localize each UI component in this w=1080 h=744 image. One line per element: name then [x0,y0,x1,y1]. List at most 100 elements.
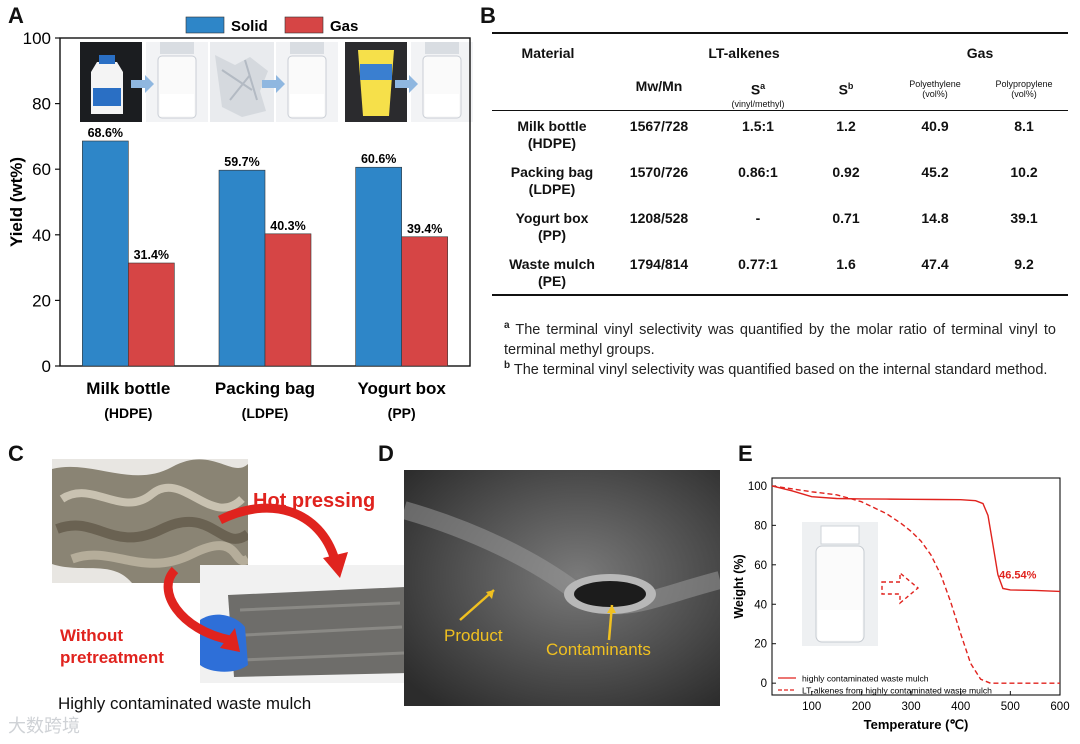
header-sa-sub: (vinyl/methyl) [731,98,785,109]
cycle-arrows [163,503,348,652]
header-sa-letter: S [750,81,761,98]
caption-waste-mulch: Highly contaminated waste mulch [58,694,312,713]
row-pe: 40.9 [921,118,949,134]
header-polypropylene-unit: (vol%) [1011,89,1037,99]
header-sa: Sa (vinyl/methyl) [708,78,808,109]
photo-product-contaminants [404,470,720,706]
legend-label: LT-alkenes from highly contaminated wast… [802,686,992,696]
y-tick-label: 0 [42,357,51,376]
row-type: (PE) [538,273,566,289]
bar-chart-yield: 0 20 40 60 80 100 Yield (wt%) 68.6% 31.4% Milk b… [7,16,473,421]
header-polyethylene: Polyethylene (vol%) [890,79,980,99]
label-hot-pressing: Hot pressing [253,490,376,512]
x-category-sub: (LDPE) [242,405,289,421]
row-type: (PP) [538,227,566,243]
y-tick-label: 20 [32,291,51,310]
bar-solid [355,166,402,367]
y-tick-label: 80 [754,520,767,532]
x-tick-label: 200 [852,701,871,713]
photo-waste-mulch [52,459,248,583]
row-sa: 1.5:1 [742,118,774,134]
bar-value-label: 40.3% [270,219,305,233]
x-tick-label: 500 [1001,701,1020,713]
arrow-head-2 [220,628,240,652]
panel-label-b: B [480,3,496,28]
bar-solid [82,140,129,367]
bar-gas [128,262,175,367]
header-sb-letter: S [838,81,848,98]
x-axis-title: Temperature (℃) [864,717,969,732]
row-sa: 0.77:1 [738,256,778,272]
row-sa: - [755,210,761,226]
bar-value-label: 68.6% [88,126,123,140]
panel-label-a: A [8,3,24,28]
header-lt-alkenes: LT-alkenes [708,45,780,61]
tga-line-chart: 100 200 300 400 500 600 0 20 40 60 80 100 Temperatur… [732,477,1070,732]
film-sheet [200,587,408,677]
label-contaminants: Contaminants [546,640,651,659]
row-pp: 10.2 [1010,164,1038,180]
arrow-head-1 [323,552,348,578]
label-without-line2: pretreatment [60,648,164,667]
row-material: Waste mulch [509,256,595,272]
row-sb: 0.71 [832,210,860,226]
y-tick-label: 60 [32,160,51,179]
legend-label: Solid [231,18,268,35]
watermark: 大数跨境 [8,716,80,736]
header-gas: Gas [966,45,994,61]
arrow-without-pretreatment [163,566,231,645]
y-tick-label: 60 [754,560,767,572]
dashed-arrow-icon [881,571,920,605]
row-pe: 47.4 [921,256,949,272]
header-polyethylene-unit: (vol%) [922,89,948,99]
header-polypropylene-label: Polypropylene [995,79,1053,89]
bar-gas [401,236,448,367]
photo-packing-bag [210,42,274,122]
panel-label-c: C [8,441,24,466]
x-category-label: Packing bag [215,379,315,398]
row-sb: 0.92 [832,164,860,180]
y-tick-label: 100 [748,481,767,493]
row-sb: 1.2 [836,118,856,134]
legend-swatch [284,16,324,34]
x-tick-label: 400 [951,701,970,713]
label-without-line1: Without [60,626,124,645]
photo-vials [146,42,473,122]
footnote-b-mark: b [504,360,511,371]
y-tick-label: 40 [32,226,51,245]
label-without-pretreatment: Without pretreatment [60,625,164,669]
row-material: Packing bag [510,164,594,180]
arrow-hot-pressing [217,503,340,562]
y-tick-label: 40 [754,599,767,611]
row-sa: 0.86:1 [738,164,778,180]
header-sa-sup: a [760,81,766,91]
x-category-sub: (PP) [388,405,416,421]
legend-label: highly contaminated waste mulch [802,674,929,684]
row-pe: 45.2 [921,164,949,180]
d-arrows [459,589,616,641]
x-tick-label: 300 [901,701,920,713]
bar-gas [264,233,312,367]
row-mwmn: 1567/728 [629,118,689,134]
microscope-image [404,470,720,706]
footnote-a: a The terminal vinyl selectivity was qua… [504,316,1056,360]
series-line-solid [771,485,1061,593]
panel-label-e: E [738,441,753,466]
footnote-a-mark: a [504,320,510,331]
table-header-rule [492,110,1068,111]
row-pp: 39.1 [1010,210,1038,226]
x-category-sub: (HDPE) [104,405,152,421]
x-tick-label: 600 [1050,701,1069,713]
bar-solid [218,169,266,367]
table-top-rule [492,32,1068,34]
row-sb: 1.6 [836,256,856,272]
legend-swatch [185,16,225,34]
bar-value-label: 59.7% [224,155,259,169]
arrow-product [459,589,495,621]
legend-label: Gas [330,18,358,35]
y-axis-title: Yield (wt%) [7,157,26,247]
row-material: Milk bottle [517,118,587,134]
row-mwmn: 1794/814 [629,256,689,272]
row-pp: 9.2 [1014,256,1034,272]
header-sb-sup: b [847,81,854,91]
